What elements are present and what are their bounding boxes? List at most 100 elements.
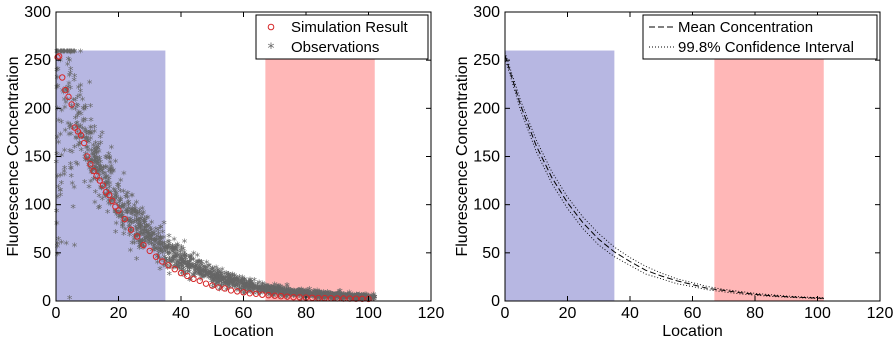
observation-point: * bbox=[340, 291, 346, 304]
observation-point: * bbox=[192, 271, 198, 284]
observation-point: * bbox=[89, 155, 95, 168]
observation-point: * bbox=[360, 292, 366, 305]
observation-point: * bbox=[269, 286, 275, 299]
observation-point: * bbox=[88, 157, 94, 170]
observation-point: * bbox=[141, 229, 147, 242]
observation-point: * bbox=[130, 209, 136, 222]
observation-point: * bbox=[167, 249, 173, 262]
observation-point: * bbox=[319, 289, 325, 302]
observation-point: * bbox=[100, 183, 106, 196]
observation-point: * bbox=[89, 146, 95, 159]
observation-point: * bbox=[69, 46, 75, 59]
observation-point: * bbox=[206, 267, 212, 280]
observation-point: * bbox=[203, 266, 209, 279]
observation-point: * bbox=[96, 161, 102, 174]
observation-point: * bbox=[273, 284, 279, 297]
observation-point: * bbox=[343, 294, 349, 307]
observation-point: * bbox=[210, 264, 216, 277]
observation-point: * bbox=[287, 288, 293, 301]
observation-point: * bbox=[314, 293, 320, 306]
observation-point: * bbox=[163, 242, 169, 255]
observation-point: * bbox=[260, 278, 266, 291]
observation-point: * bbox=[335, 291, 341, 304]
observation-point: * bbox=[322, 293, 328, 306]
observation-point: * bbox=[120, 207, 126, 220]
observation-point: * bbox=[56, 137, 62, 150]
observation-point: * bbox=[228, 271, 234, 284]
observation-point: * bbox=[271, 291, 277, 304]
observation-point: * bbox=[361, 293, 367, 306]
observation-point: * bbox=[174, 259, 180, 272]
observation-point: * bbox=[269, 282, 275, 295]
observation-point: * bbox=[68, 159, 74, 172]
observation-point: * bbox=[152, 228, 158, 241]
legend: Simulation Result* Observations bbox=[255, 14, 429, 60]
observation-point: * bbox=[73, 133, 79, 146]
observation-point: * bbox=[165, 236, 171, 249]
observation-point: * bbox=[264, 283, 270, 296]
observation-point: * bbox=[137, 217, 143, 230]
observation-point: * bbox=[231, 275, 237, 288]
observation-point: * bbox=[248, 280, 254, 293]
observation-point: * bbox=[123, 205, 129, 218]
observation-point: * bbox=[188, 262, 194, 275]
observation-point: * bbox=[118, 193, 124, 206]
observation-point: * bbox=[91, 150, 97, 163]
observation-point: * bbox=[219, 264, 225, 277]
observation-point: * bbox=[360, 291, 366, 304]
observation-point: * bbox=[127, 220, 133, 233]
observation-point: * bbox=[339, 291, 345, 304]
observation-point: * bbox=[58, 190, 64, 203]
observation-point: * bbox=[135, 208, 141, 221]
observation-point: * bbox=[107, 153, 113, 166]
observation-point: * bbox=[246, 281, 252, 294]
observation-point: * bbox=[134, 215, 140, 228]
observation-point: * bbox=[260, 284, 266, 297]
observation-point: * bbox=[165, 244, 171, 257]
observation-point: * bbox=[265, 282, 271, 295]
observation-point: * bbox=[229, 271, 235, 284]
observation-point: * bbox=[232, 271, 238, 284]
observation-point: * bbox=[227, 277, 233, 290]
observation-point: * bbox=[227, 274, 233, 287]
observation-point: * bbox=[83, 155, 89, 168]
panel-left: *************** ************** * **********… bbox=[5, 4, 444, 340]
observation-point: * bbox=[215, 278, 221, 291]
observation-point: * bbox=[287, 288, 293, 301]
observation-point: * bbox=[188, 252, 194, 265]
observation-point: * bbox=[301, 288, 307, 301]
observation-point: * bbox=[134, 230, 140, 243]
observation-point: * bbox=[175, 239, 181, 252]
observation-point: * bbox=[302, 288, 308, 301]
observation-point: * bbox=[178, 255, 184, 268]
observation-point: * bbox=[205, 271, 211, 284]
observation-point: * bbox=[152, 240, 158, 253]
simulation-point bbox=[140, 241, 147, 249]
observation-point: * bbox=[320, 291, 326, 304]
observation-point: * bbox=[227, 275, 233, 288]
observation-point: * bbox=[185, 260, 191, 273]
observation-point: * bbox=[310, 290, 316, 303]
observation-point: * bbox=[347, 292, 353, 305]
observation-point: * bbox=[330, 292, 336, 305]
observation-point: * bbox=[259, 280, 265, 293]
observation-point: * bbox=[285, 288, 291, 301]
observation-point: * bbox=[108, 165, 114, 178]
observation-point: * bbox=[75, 111, 81, 124]
observation-point: * bbox=[80, 94, 86, 107]
observation-point: * bbox=[161, 232, 167, 245]
observation-point: * bbox=[78, 121, 84, 134]
observation-point: * bbox=[260, 282, 266, 295]
simulation-point bbox=[99, 182, 107, 189]
observation-point: * bbox=[240, 278, 246, 291]
observation-point: * bbox=[59, 105, 65, 118]
observation-point: * bbox=[256, 283, 262, 296]
observation-point: * bbox=[346, 292, 352, 305]
observation-point: * bbox=[236, 277, 242, 290]
observation-point: * bbox=[77, 91, 83, 104]
observation-point: * bbox=[291, 291, 297, 304]
observation-point: * bbox=[92, 127, 98, 140]
observation-point: * bbox=[178, 259, 184, 272]
observation-point: * bbox=[179, 255, 185, 268]
observation-point: * bbox=[228, 276, 234, 289]
